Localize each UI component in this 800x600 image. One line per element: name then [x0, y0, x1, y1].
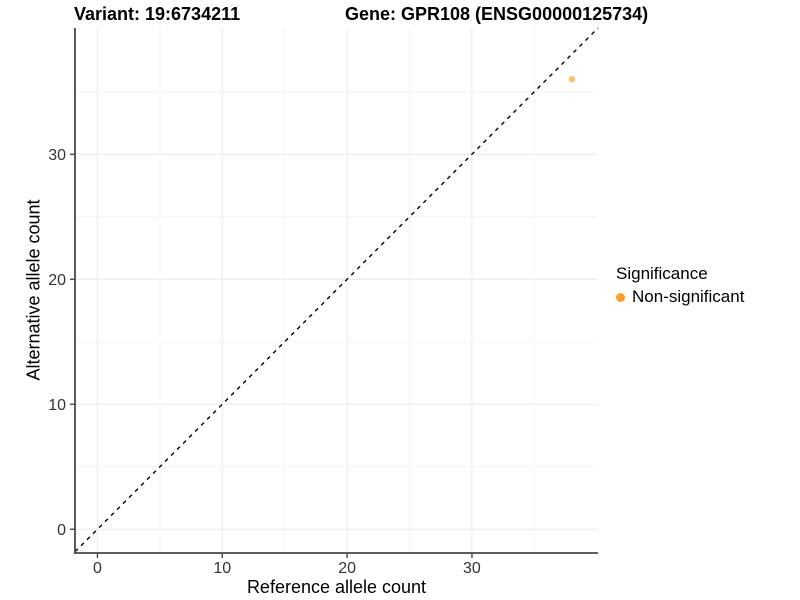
legend-point-icon	[616, 292, 625, 302]
x-tick-label: 20	[338, 560, 356, 577]
x-axis-label: Reference allele count	[246, 577, 427, 597]
x-tick-label: 30	[463, 560, 481, 577]
y-tick-label: 10	[48, 397, 66, 414]
plot-title: Variant: 19:6734211 Gene: GPR108 (ENSG00…	[0, 0, 800, 28]
legend-title: Significance	[616, 264, 708, 283]
y-tick-label: 30	[48, 147, 66, 164]
x-tick-label: 10	[213, 560, 231, 577]
data-point	[568, 76, 575, 83]
y-axis-label: Alternative allele count	[23, 199, 44, 381]
gene-title: Gene: GPR108 (ENSG00000125734)	[345, 4, 649, 24]
x-tick-label: 0	[93, 560, 102, 577]
legend: Significance Non-significant	[613, 264, 744, 307]
legend-item-label: Non-significant	[632, 287, 745, 306]
y-tick-label: 20	[48, 272, 66, 289]
identity-line	[74, 27, 599, 553]
legend-item-non-significant: Non-significant	[613, 287, 744, 307]
variant-title: Variant: 19:6734211	[74, 4, 241, 24]
y-tick-label: 0	[57, 522, 66, 539]
